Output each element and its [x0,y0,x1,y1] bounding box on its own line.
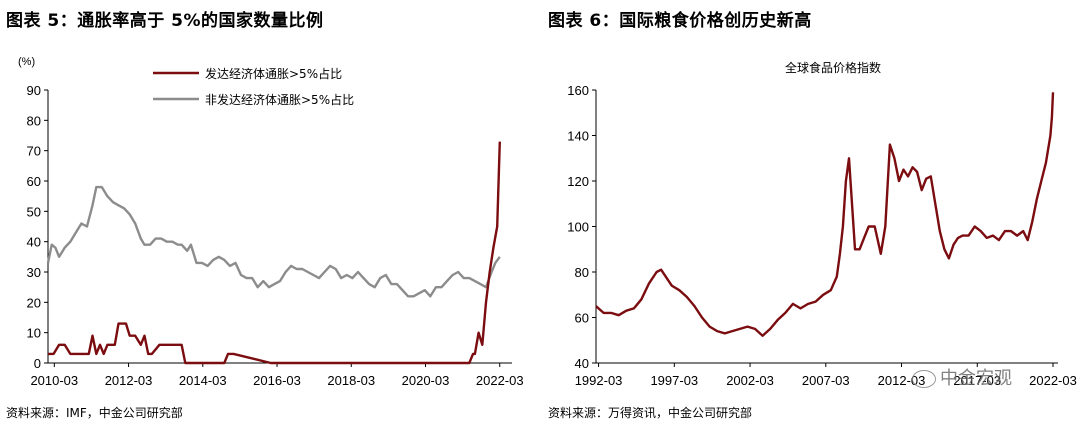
x-tick-label: 2007-03 [802,373,850,388]
y-tick-label: 60 [575,311,589,326]
y-tick-label: 120 [567,174,589,189]
x-tick-label: 1997-03 [650,373,698,388]
y-tick-label: 80 [27,113,41,128]
y-tick-label: 10 [27,326,41,341]
left-chart: 0 10 20 30 40 50 60 70 80 90 2010-03 2012-03 2014-03… [18,56,524,388]
y-tick-label: 70 [27,144,41,159]
series-line-1 [595,92,1055,337]
series-line-1 [48,141,501,365]
y-tick-label: 30 [27,265,41,280]
y-tick-label: 0 [34,356,41,371]
watermark-text: 中金宏观 [940,368,1012,389]
x-tick-label: 2022-03 [476,373,524,388]
y-tick-label: 40 [575,356,589,371]
y-tick-label: 60 [27,174,41,189]
y-tick-label: 40 [27,235,41,250]
y-unit-label: (%) [18,56,35,68]
x-tick-label: 2018-03 [327,373,375,388]
y-tick-label: 80 [575,265,589,280]
y-tick-label: 140 [567,129,589,144]
right-chart-source: 资料来源：万得资讯，中金公司研究部 [548,406,753,420]
left-chart-title: 图表 5：通胀率高于 5%的国家数量比例 [6,11,324,31]
wechat-icon [912,370,936,388]
legend-label-1: 发达经济体通胀>5%占比 [205,66,342,81]
y-tick-label: 160 [567,83,589,98]
watermark: 中金宏观 [912,364,1012,390]
x-tick-label: 2012-03 [105,373,153,388]
x-tick-label: 2020-03 [402,373,450,388]
y-tick-label: 90 [27,83,41,98]
x-tick-label: 2014-03 [179,373,227,388]
x-tick-label: 2017-03 [953,373,1001,388]
x-tick-label: 2002-03 [726,373,774,388]
left-chart-source: 资料来源：IMF，中金公司研究部 [6,406,183,420]
legend-label-2: 非发达经济体通胀>5%占比 [205,92,354,107]
y-tick-label: 50 [27,204,41,219]
y-tick-label: 20 [27,295,41,310]
y-tick-label: 100 [567,220,589,235]
x-tick-label: 1992-03 [575,373,623,388]
right-chart: 40 60 80 100 120 140 160 1992-03 1997-03 2002-03 2… [567,60,1077,388]
right-chart-title: 图表 6：国际粮食价格创历史新高 [548,11,812,31]
chart-inner-title: 全球食品价格指数 [785,60,881,75]
series-line-2 [46,185,501,298]
x-tick-label: 2016-03 [253,373,301,388]
x-tick-label: 2010-03 [30,373,78,388]
x-tick-label: 2022-03 [1029,373,1077,388]
